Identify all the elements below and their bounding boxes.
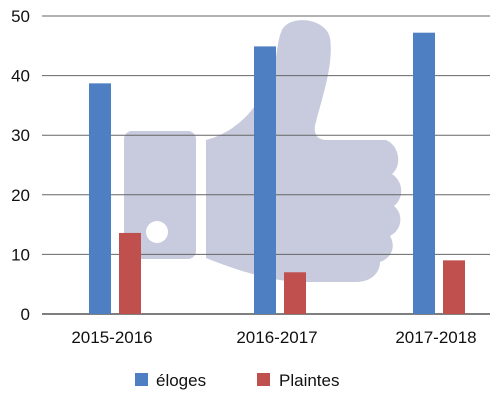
x-axis: 2015-2016 2016-2017 2017-2018 (71, 328, 476, 347)
y-axis: 0 10 20 30 40 50 (11, 7, 30, 324)
y-tick-label: 10 (11, 245, 30, 264)
bar-plaintes (284, 272, 306, 314)
x-tick-label: 2016-2017 (236, 328, 317, 347)
y-tick-label: 20 (11, 186, 30, 205)
bar-eloges (89, 83, 111, 315)
bar-plaintes (119, 232, 141, 314)
bars (89, 32, 465, 315)
x-tick-label: 2015-2016 (71, 328, 152, 347)
legend-label-plaintes: Plaintes (279, 371, 339, 390)
bar-eloges (254, 46, 276, 315)
legend-label-eloges: éloges (156, 371, 206, 390)
y-tick-label: 30 (11, 126, 30, 145)
bar-eloges (413, 32, 435, 315)
legend: éloges Plaintes (135, 371, 339, 390)
bar-plaintes (443, 260, 465, 314)
legend-swatch-eloges (135, 373, 148, 386)
y-tick-label: 40 (11, 67, 30, 86)
x-tick-label: 2017-2018 (395, 328, 476, 347)
legend-swatch-plaintes (257, 373, 270, 386)
y-tick-label: 0 (21, 305, 30, 324)
y-tick-label: 50 (11, 7, 30, 26)
